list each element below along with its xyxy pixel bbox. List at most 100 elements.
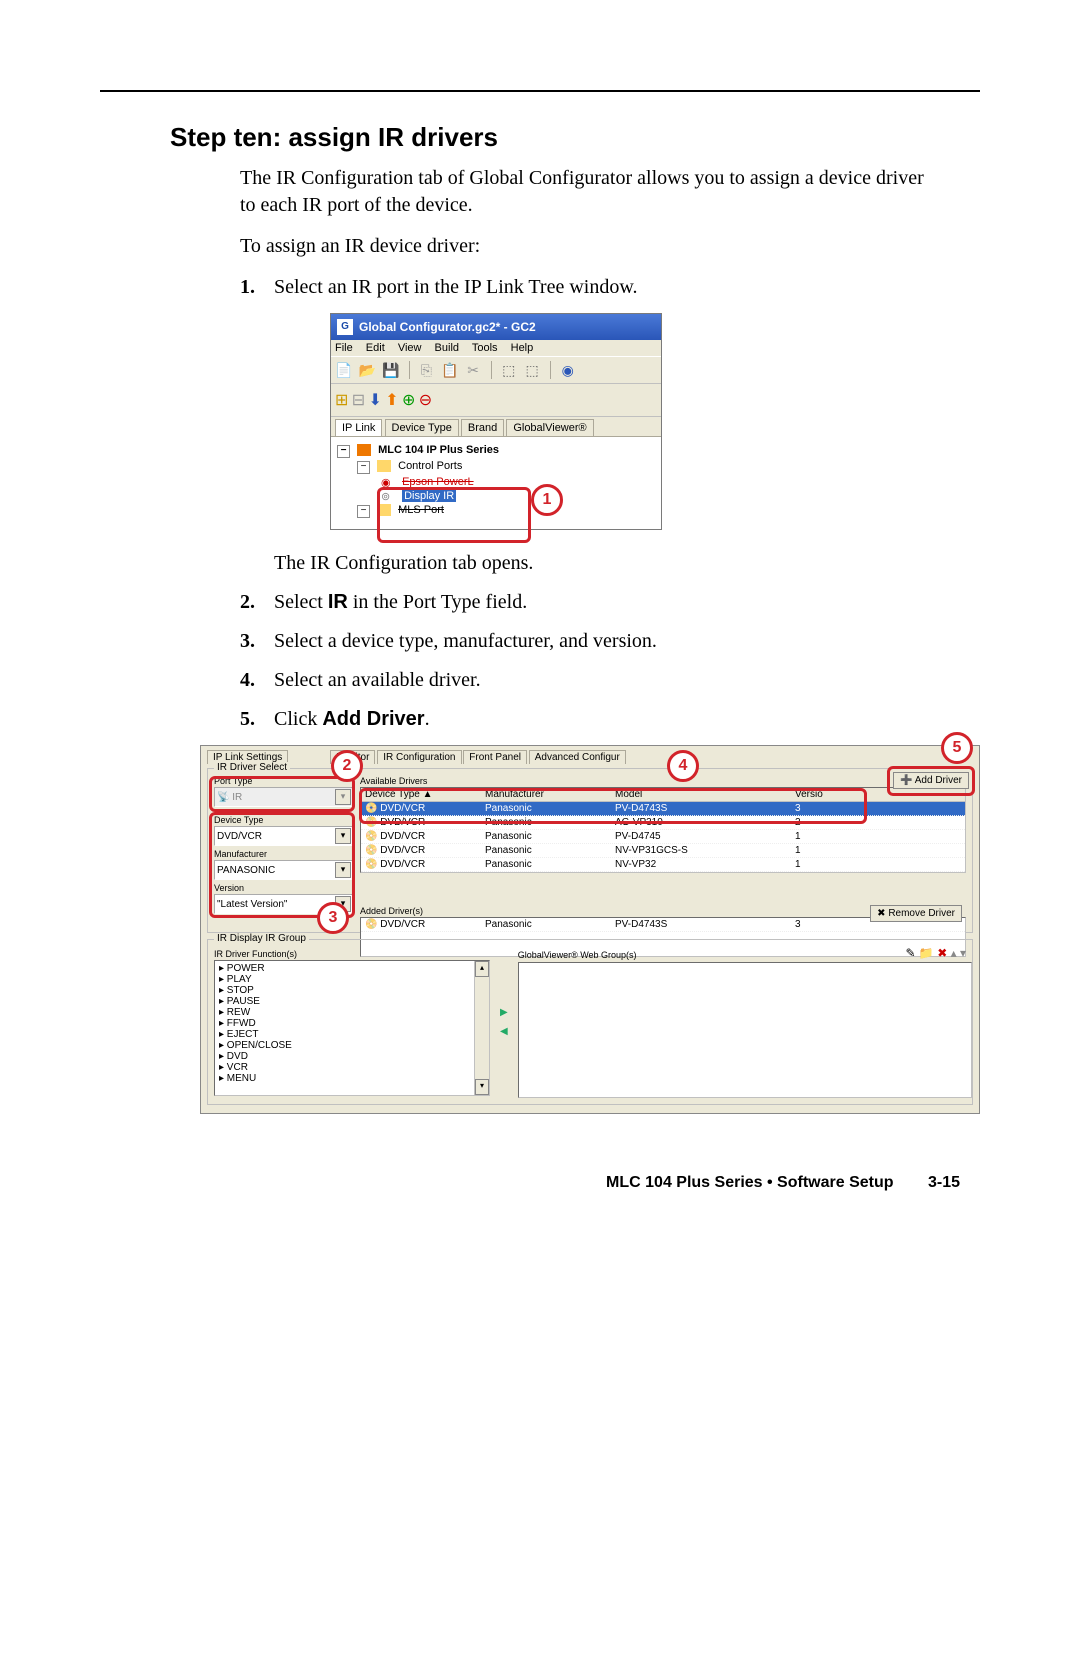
list-item[interactable]: ▸ VCR [217,1062,487,1073]
tree-root-label: MLC 104 IP Plus Series [378,444,499,456]
tab-globalviewer[interactable]: GlobalViewer® [506,419,593,436]
list-item[interactable]: ▸ FFWD [217,1018,487,1029]
menu-file[interactable]: File [335,342,353,354]
window-titlebar: G Global Configurator.gc2* - GC2 [331,314,661,340]
config-tabs: IP Link Settings Monitor IR Configuratio… [207,750,973,764]
callout-3: 3 [317,902,349,934]
toolbar-main: 📄 📂 💾 ⎘ 📋 ✂ ⬚ ⬚ ◉ [331,356,661,384]
tab-advanced[interactable]: Advanced Configur [529,750,626,764]
ir-driver-select-legend: IR Driver Select [214,762,290,773]
menu-tools[interactable]: Tools [472,342,498,354]
menu-view[interactable]: View [398,342,422,354]
remove-device-icon[interactable]: ⊟ [352,392,365,409]
step-5: 5. Click Add Driver. [240,706,940,733]
edit-icon[interactable]: ✎ [905,946,915,960]
step-mid-text: The IR Configuration tab opens. [240,550,940,577]
down-arrow-icon[interactable]: ⬇ [369,392,382,409]
new-folder-icon[interactable]: 📁 [919,946,934,960]
ip-link-tree: − MLC 104 IP Plus Series − Control Ports… [331,436,661,529]
step-2-pre: Select [274,591,328,613]
step-4-num: 4. [240,667,255,694]
tab-ir-configuration[interactable]: IR Configuration [377,750,461,764]
tab-front-panel[interactable]: Front Panel [463,750,527,764]
page-icon[interactable]: ⬚ [500,361,518,379]
callout-4-highlight [359,788,867,824]
list-item[interactable]: ▸ STOP [217,985,487,996]
tree-control-ports[interactable]: − Control Ports [337,459,655,475]
device-icon [357,444,371,456]
tree-root[interactable]: − MLC 104 IP Plus Series [337,443,655,459]
list-item[interactable]: ▸ MENU [217,1073,487,1084]
list-item[interactable]: ▸ OPEN/CLOSE [217,1040,487,1051]
expand-icon[interactable]: − [357,461,370,474]
step-2-num: 2. [240,589,255,616]
gv-toolbar: ✎ 📁 ✖ ▴ ▾ [905,946,966,960]
gv-groups-label: GlobalViewer® Web Group(s) [518,950,637,960]
open-icon[interactable]: 📂 [358,361,376,379]
list-item[interactable]: ▸ PAUSE [217,996,487,1007]
list-item[interactable]: ▸ DVD [217,1051,487,1062]
menu-bar: File Edit View Build Tools Help [331,340,661,356]
plus-icon[interactable]: ⊕ [402,392,415,409]
copy-icon[interactable]: ⎘ [417,361,435,379]
table-row[interactable]: 📀 DVD/VCRPanasonicPV-D47451 [361,830,965,844]
ir-funcs-label: IR Driver Function(s) [214,949,490,959]
menu-help[interactable]: Help [511,342,534,354]
save-icon[interactable]: 💾 [382,361,400,379]
scroll-up-icon[interactable]: ▴ [475,961,489,977]
tab-iplink[interactable]: IP Link [335,419,382,436]
screenshot-gc-tree: G Global Configurator.gc2* - GC2 File Ed… [330,313,662,530]
tab-brand[interactable]: Brand [461,419,504,436]
step-1-text: Select an IR port in the IP Link Tree wi… [274,276,637,298]
minus-icon[interactable]: ⊖ [419,392,432,409]
step-2-post: in the Port Type field. [348,591,527,613]
step-1: 1. Select an IR port in the IP Link Tree… [240,274,940,301]
up-arrow-icon[interactable]: ⬆ [385,392,398,409]
table-row[interactable]: 📀 DVD/VCRPanasonicNV-VP31GCS-S1 [361,844,965,858]
scrollbar[interactable]: ▴ ▾ [474,961,489,1095]
page2-icon[interactable]: ⬚ [523,361,541,379]
callout-5-highlight [887,766,975,796]
ir-display-group: IR Display IR Group IR Driver Function(s… [207,939,973,1105]
screenshot-ir-config: IP Link Settings Monitor IR Configuratio… [200,745,980,1114]
remove-driver-button[interactable]: ✖ Remove Driver [870,905,962,922]
list-item[interactable]: ▸ EJECT [217,1029,487,1040]
expand-icon[interactable]: − [357,505,370,518]
delete-icon[interactable]: ✖ [937,946,947,960]
cut-icon[interactable]: ✂ [464,361,482,379]
step-1-num: 1. [240,274,255,301]
callout-2-highlight [209,776,355,812]
callout-1-highlight [377,487,531,543]
footer-text: MLC 104 Plus Series • Software Setup [606,1174,893,1191]
transfer-arrows: ▶ ◀ [500,946,508,1098]
scroll-down-icon[interactable]: ▾ [475,1079,489,1095]
menu-edit[interactable]: Edit [366,342,385,354]
table-row[interactable]: 📀 DVD/VCRPanasonicNV-VP321 [361,858,965,872]
up-icon[interactable]: ▴ [951,946,957,960]
intro-paragraph: The IR Configuration tab of Global Confi… [240,165,940,219]
paste-icon[interactable]: 📋 [441,361,459,379]
available-drivers-label: Available Drivers [360,776,966,786]
step-2: 2. Select IR in the Port Type field. [240,589,940,616]
arrow-right-icon[interactable]: ▶ [500,1007,508,1018]
tree-tabs: IP Link Device Type Brand GlobalViewer® [331,417,661,436]
gv-groups-list[interactable] [518,962,972,1098]
add-device-icon[interactable]: ⊞ [335,392,348,409]
new-icon[interactable]: 📄 [335,361,353,379]
window-title: Global Configurator.gc2* - GC2 [359,320,536,334]
list-item[interactable]: ▸ POWER [217,963,487,974]
top-rule [100,90,980,92]
arrow-left-icon[interactable]: ◀ [500,1026,508,1037]
help-icon[interactable]: ◉ [559,361,577,379]
step-4-text: Select an available driver. [274,669,481,691]
expand-icon[interactable]: − [337,445,350,458]
list-item[interactable]: ▸ REW [217,1007,487,1018]
tab-device-type[interactable]: Device Type [385,419,459,436]
menu-build[interactable]: Build [435,342,459,354]
callout-1: 1 [531,484,563,516]
step-heading: Step ten: assign IR drivers [170,122,980,153]
folder-icon [377,460,391,472]
list-item[interactable]: ▸ PLAY [217,974,487,985]
ir-functions-list[interactable]: ▸ POWER▸ PLAY▸ STOP▸ PAUSE▸ REW▸ FFWD▸ E… [214,960,490,1096]
down-icon[interactable]: ▾ [960,946,966,960]
